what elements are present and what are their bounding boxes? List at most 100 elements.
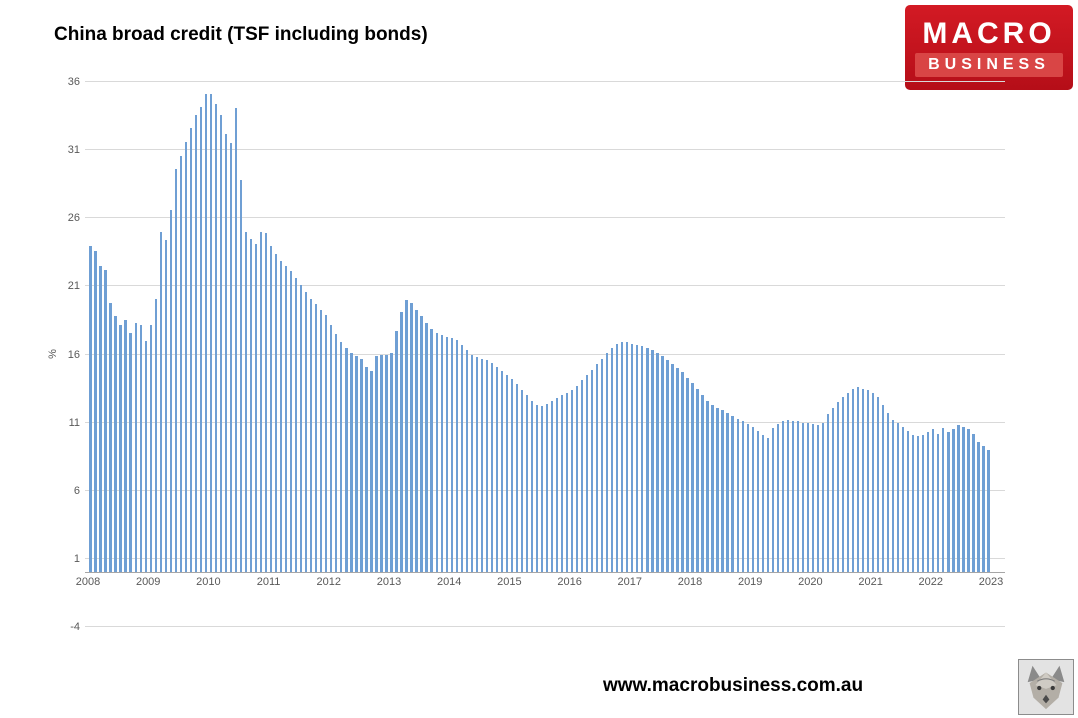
y-tick-label: 11 <box>68 416 80 429</box>
bar <box>907 430 910 573</box>
bar <box>932 429 935 573</box>
bar <box>510 379 514 573</box>
bar <box>214 103 218 573</box>
bar <box>651 350 654 573</box>
bar <box>706 400 709 573</box>
bar <box>861 388 865 573</box>
bar <box>440 335 443 573</box>
bar <box>460 344 463 573</box>
bar <box>876 396 880 573</box>
bar <box>390 353 393 573</box>
x-tick-label: 2008 <box>75 576 101 588</box>
x-tick-label: 2009 <box>135 576 161 588</box>
bar <box>274 253 278 573</box>
bar <box>415 309 418 573</box>
bar <box>952 429 955 573</box>
y-tick-label: 26 <box>67 212 80 225</box>
bar <box>435 332 438 573</box>
wolf-icon <box>1019 660 1073 714</box>
bar <box>189 128 192 573</box>
bar <box>611 347 614 573</box>
y-tick-label: 16 <box>67 348 80 361</box>
bar <box>525 395 529 573</box>
bar <box>957 425 960 573</box>
x-tick-label: 2012 <box>316 576 342 588</box>
bar <box>776 424 779 573</box>
bar <box>686 377 689 573</box>
bar <box>244 231 248 573</box>
y-tick-label: 6 <box>73 484 80 497</box>
bar <box>209 94 213 573</box>
bar <box>701 395 704 573</box>
bar <box>871 392 875 573</box>
bar <box>731 415 734 573</box>
bar <box>545 403 549 573</box>
bar <box>580 380 584 573</box>
x-axis: 2008 2009 2010 2011 2012 2013 2014 2015 2016 2017… <box>76 576 1003 592</box>
bar <box>500 370 504 573</box>
bar <box>219 114 223 573</box>
bar <box>681 372 684 573</box>
bar <box>310 298 313 573</box>
bar <box>370 370 373 573</box>
bar <box>676 368 679 573</box>
bar <box>194 114 197 573</box>
bar <box>345 347 348 573</box>
bar <box>887 413 890 573</box>
y-tick-label: 36 <box>67 76 80 88</box>
bar <box>606 353 609 573</box>
bar <box>641 346 644 573</box>
bar <box>736 418 739 573</box>
bar <box>300 285 303 573</box>
bar <box>395 331 398 573</box>
bar <box>912 434 915 573</box>
bar <box>570 389 574 573</box>
bar <box>495 366 498 573</box>
bar <box>239 180 243 573</box>
bar <box>450 338 453 573</box>
bar <box>184 141 187 573</box>
y-axis: -4 1 6 11 16 21 26 31 36 <box>38 76 80 633</box>
bar <box>751 426 754 573</box>
bar <box>856 387 860 573</box>
bar <box>540 406 544 573</box>
bar <box>295 278 298 573</box>
bar-series <box>88 82 991 627</box>
bar <box>826 414 830 573</box>
macrobusiness-logo: MACRO BUSINESS <box>905 5 1073 90</box>
bar <box>656 353 659 573</box>
bar <box>199 106 203 573</box>
bar <box>671 364 674 573</box>
bar <box>380 354 383 573</box>
bar <box>841 396 845 573</box>
bar <box>821 422 825 573</box>
bar <box>746 424 749 573</box>
gridline <box>85 626 1005 627</box>
bar <box>335 334 338 573</box>
y-tick-label: -4 <box>70 621 80 633</box>
gridline <box>85 217 1005 219</box>
x-tick-label: 2016 <box>557 576 582 588</box>
bar <box>575 385 579 573</box>
bar <box>285 265 288 573</box>
bar <box>565 392 569 573</box>
x-axis-line <box>85 571 1005 573</box>
bar <box>972 433 975 573</box>
bar <box>279 260 283 573</box>
bar <box>315 304 318 573</box>
bar <box>987 449 990 573</box>
bar <box>942 428 945 573</box>
bar <box>892 419 895 573</box>
bar <box>89 245 92 573</box>
bar <box>320 309 323 573</box>
bar <box>741 421 744 573</box>
bar <box>410 302 413 573</box>
bar <box>340 342 343 573</box>
bar <box>530 400 534 573</box>
bar <box>254 244 258 573</box>
bar <box>816 425 820 573</box>
bar <box>400 312 403 573</box>
bar <box>164 240 167 573</box>
bar <box>505 374 509 573</box>
x-tick-label: 2022 <box>918 576 944 588</box>
